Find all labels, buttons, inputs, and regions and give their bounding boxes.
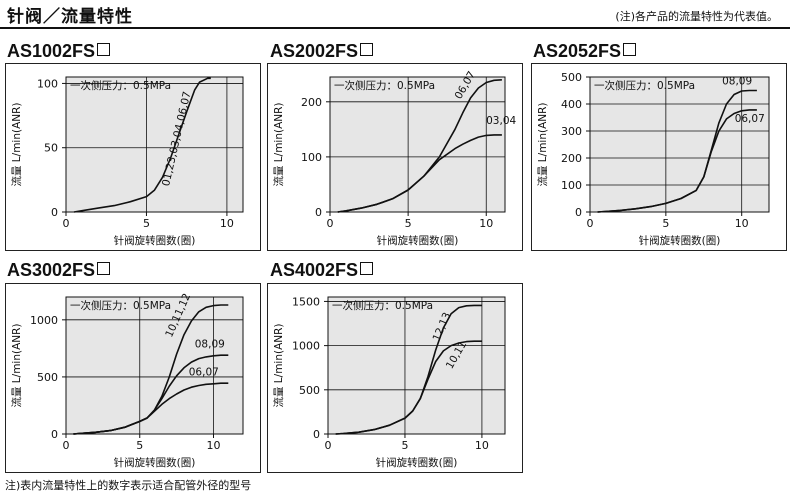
chart-title-as2052fs: AS2052FS: [533, 41, 637, 62]
chart-as1002fs: 0 50 100 0 5 10 针阀旋转圈数(圈) 流量 L/min(ANR) 一次侧压力：0.…: [10, 76, 244, 247]
plot-area: [589, 76, 770, 213]
y-tick-label: 0: [51, 206, 58, 219]
y-tick-label: 0: [313, 428, 320, 441]
y-tick-label: 500: [37, 371, 58, 384]
pressure-label: 一次侧压力：0.5MPa: [334, 79, 435, 92]
chart-as2002fs: 0 100 200 0 5 10 针阀旋转圈数(圈) 流量 L/min(ANR) 一次侧压力：0…: [272, 69, 517, 247]
x-tick-label: 5: [405, 217, 412, 230]
x-tick-label: 10: [207, 439, 221, 452]
pressure-label: 一次侧压力：0.5MPa: [594, 79, 695, 92]
pressure-label: 一次侧压力：0.5MPa: [70, 299, 171, 312]
x-tick-label: 0: [327, 217, 334, 230]
chart-title-as1002fs: AS1002FS: [7, 41, 111, 62]
x-tick-label: 10: [220, 217, 234, 230]
series-line: [337, 134, 502, 213]
x-tick-label: 10: [475, 439, 489, 452]
series-label: 08,09: [722, 76, 752, 88]
x-tick-label: 5: [136, 439, 143, 452]
chart-title-as4002fs: AS4002FS: [270, 260, 374, 281]
chart-as2052fs: 0 100 200 300 400 500 0 5 10 针阀旋转圈数(圈) 流量 L/min(AN…: [536, 71, 770, 247]
chart-panel-as1002fs: 0 50 100 0 5 10 针阀旋转圈数(圈) 流量 L/min(ANR) 一次侧压力：0.…: [5, 63, 261, 251]
x-axis-label: 针阀旋转圈数(圈): [376, 456, 458, 469]
y-tick-label: 1000: [30, 314, 58, 327]
y-tick-label: 0: [315, 206, 322, 219]
y-tick-label: 300: [561, 125, 582, 138]
x-tick-label: 5: [401, 439, 408, 452]
y-tick-label: 1500: [292, 295, 320, 308]
y-tick-label: 0: [575, 206, 582, 219]
y-tick-label: 100: [561, 179, 582, 192]
series-label: 06,07: [189, 366, 219, 378]
series-line: [335, 340, 482, 435]
chart-title-as3002fs: AS3002FS: [7, 260, 111, 281]
y-axis-label: 流量 L/min(ANR): [536, 102, 549, 186]
pressure-label: 一次侧压力：0.5MPa: [332, 299, 433, 312]
series-label: 06,07: [735, 113, 765, 125]
y-tick-label: 100: [37, 77, 58, 90]
chart-panel-as3002fs: 0 500 1000 0 5 10 针阀旋转圈数(圈) 流量 L/min(ANR) 一次侧压力：…: [5, 283, 261, 473]
y-tick-label: 400: [561, 98, 582, 111]
header-divider: [0, 27, 790, 29]
x-axis-label: 针阀旋转圈数(圈): [114, 456, 196, 469]
y-axis-label: 流量 L/min(ANR): [10, 102, 23, 186]
x-axis-label: 针阀旋转圈数(圈): [377, 234, 459, 247]
y-tick-label: 100: [301, 151, 322, 164]
y-axis-label: 流量 L/min(ANR): [272, 102, 285, 186]
x-tick-label: 10: [735, 217, 749, 230]
x-axis-label: 针阀旋转圈数(圈): [114, 234, 196, 247]
y-axis-label: 流量 L/min(ANR): [10, 323, 23, 407]
plot-area: [329, 76, 506, 213]
series-label: 03,04: [486, 115, 516, 127]
y-tick-label: 50: [44, 142, 58, 155]
chart-panel-as2052fs: 0 100 200 300 400 500 0 5 10 针阀旋转圈数(圈) 流量 L/min(AN…: [531, 63, 787, 251]
series-line: [73, 382, 229, 435]
pressure-label: 一次侧压力：0.5MPa: [70, 79, 171, 92]
y-axis-label: 流量 L/min(ANR): [272, 323, 285, 407]
y-tick-label: 500: [299, 384, 320, 397]
x-tick-label: 0: [587, 217, 594, 230]
x-tick-label: 5: [662, 217, 669, 230]
footnote: 注)表内流量特性上的数字表示适合配管外径的型号: [5, 479, 252, 492]
page-title: 针阀／流量特性: [7, 7, 133, 27]
chart-title-as2002fs: AS2002FS: [270, 41, 374, 62]
x-tick-label: 0: [63, 217, 70, 230]
series-line: [597, 109, 757, 213]
header-note: (注)各产品的流量特性为代表值。: [615, 10, 778, 23]
x-tick-label: 0: [325, 439, 332, 452]
y-tick-label: 0: [51, 428, 58, 441]
chart-panel-as2002fs: 0 100 200 0 5 10 针阀旋转圈数(圈) 流量 L/min(ANR) 一次侧压力：0…: [267, 63, 523, 251]
x-tick-label: 0: [63, 439, 70, 452]
x-tick-label: 10: [479, 217, 493, 230]
y-tick-label: 200: [301, 96, 322, 109]
plot-area: [65, 76, 244, 213]
series-label: 08,09: [195, 339, 225, 351]
series-line: [73, 77, 211, 213]
x-tick-label: 5: [143, 217, 150, 230]
y-tick-label: 200: [561, 152, 582, 165]
chart-as3002fs: 0 500 1000 0 5 10 针阀旋转圈数(圈) 流量 L/min(ANR) 一次侧压力：…: [10, 292, 244, 469]
y-tick-label: 1000: [292, 340, 320, 353]
chart-panel-as4002fs: 0 500 1000 1500 0 5 10 针阀旋转圈数(圈) 流量 L/min(ANR) 一次…: [267, 283, 523, 473]
y-tick-label: 500: [561, 71, 582, 84]
chart-as4002fs: 0 500 1000 1500 0 5 10 针阀旋转圈数(圈) 流量 L/min(ANR) 一次…: [272, 295, 506, 469]
plot-area: [327, 296, 506, 435]
x-axis-label: 针阀旋转圈数(圈): [639, 234, 721, 247]
